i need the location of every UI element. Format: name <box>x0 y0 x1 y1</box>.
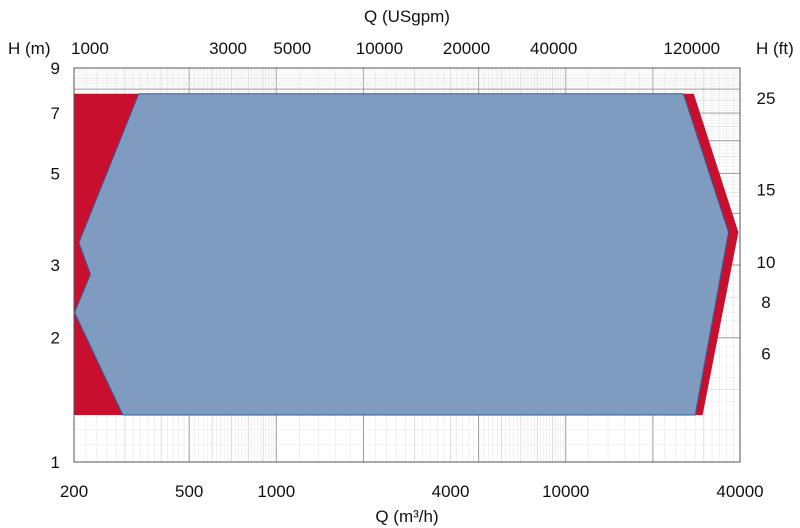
x2-tick-label: 5000 <box>273 39 311 58</box>
y2-tick-label: 25 <box>757 89 776 108</box>
standard-range-area <box>74 93 730 416</box>
x-tick-label: 40000 <box>716 482 763 501</box>
tick-labels: 200 500 1000 4000 10000 40000 1 2 3 5 7 9 1000 3000 50… <box>51 39 776 501</box>
x-axis-title: Q (m³/h) <box>375 507 438 526</box>
x2-tick-label: 1000 <box>71 39 109 58</box>
y2-tick-label: 6 <box>761 345 770 364</box>
y2-axis-title: H (ft) <box>756 39 794 58</box>
x-tick-label: 500 <box>175 482 203 501</box>
x2-tick-label: 120000 <box>663 39 720 58</box>
plot-border <box>73 67 741 463</box>
x2-tick-label: 20000 <box>443 39 490 58</box>
y-tick-label: 5 <box>51 164 60 183</box>
y2-tick-label: 15 <box>757 181 776 200</box>
x2-tick-label: 10000 <box>356 39 403 58</box>
operating-ranges <box>74 93 739 416</box>
y-axis-title: H (m) <box>8 39 50 58</box>
y-tick-label: 1 <box>51 453 60 472</box>
y-tick-label: 9 <box>51 59 60 78</box>
y-tick-label: 3 <box>51 256 60 275</box>
x2-tick-label: 3000 <box>209 39 247 58</box>
y-tick-label: 2 <box>51 329 60 348</box>
x-tick-label: 10000 <box>542 482 589 501</box>
x-tick-label: 4000 <box>432 482 470 501</box>
x-tick-label: 200 <box>60 482 88 501</box>
x-tick-label: 1000 <box>257 482 295 501</box>
x2-axis-title: Q (USgpm) <box>364 7 450 26</box>
y-tick-label: 7 <box>51 104 60 123</box>
y2-tick-label: 10 <box>757 253 776 272</box>
x2-tick-label: 40000 <box>530 39 577 58</box>
y2-tick-label: 8 <box>761 293 770 312</box>
